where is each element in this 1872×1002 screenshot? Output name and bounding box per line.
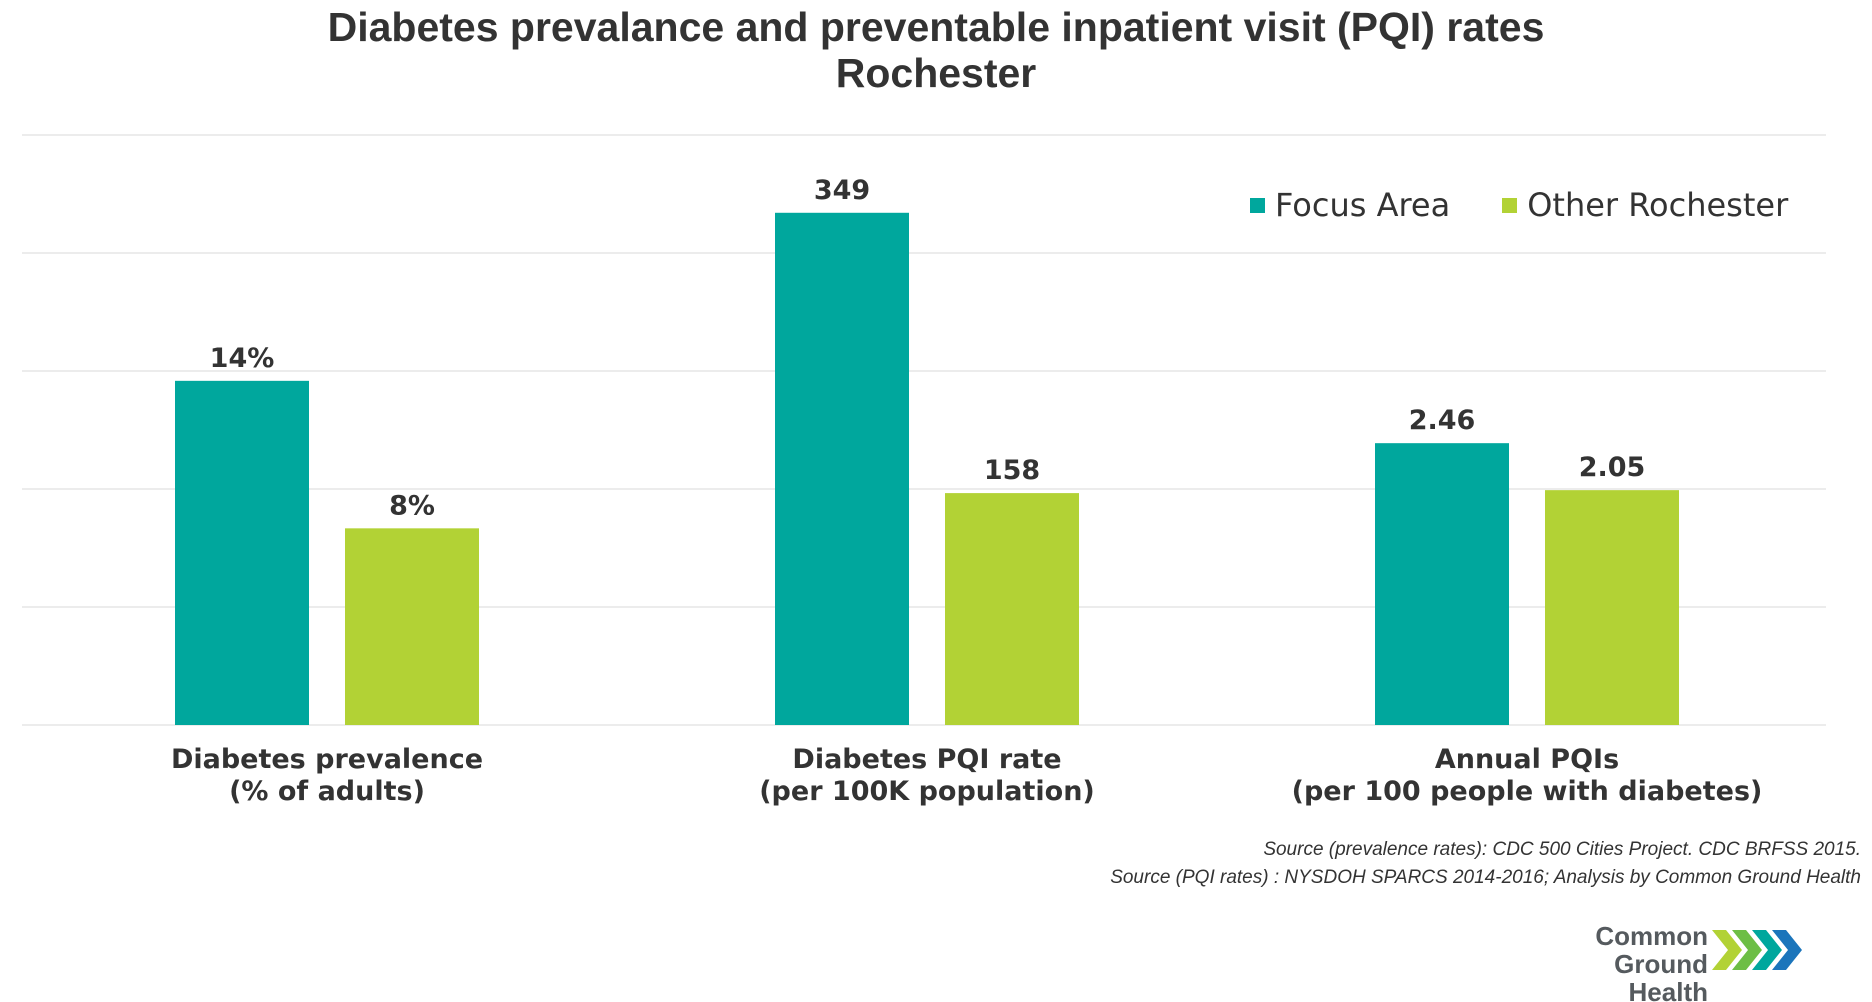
category-label-3-line-2: (per 100 people with diabetes) <box>1292 776 1763 807</box>
bar-focus-area-2 <box>775 212 909 725</box>
source-line-2: Source (PQI rates) : NYSDOH SPARCS 2014-… <box>1110 867 1861 888</box>
source-line-1: Source (prevalence rates): CDC 500 Citie… <box>1263 839 1861 860</box>
category-label-2-line-1: Diabetes PQI rate <box>792 744 1061 775</box>
bar-other-rochester-3 <box>1545 490 1679 725</box>
legend-item-focus-area: Focus Area <box>1250 186 1450 224</box>
category-label-1-line-1: Diabetes prevalence <box>171 744 483 775</box>
common-ground-health-logo: Common Ground Health <box>1512 922 1852 1002</box>
logo-text-line-2: Health <box>1628 977 1708 1002</box>
data-label-focus-area-2: 349 <box>814 175 870 206</box>
data-label-other-rochester-1: 8% <box>389 490 435 521</box>
bar-other-rochester-2 <box>945 493 1079 725</box>
legend-item-other-rochester: Other Rochester <box>1502 186 1788 224</box>
data-label-focus-area-1: 14% <box>210 343 275 374</box>
chevron-arrows-icon <box>1712 930 1802 970</box>
bar-focus-area-3 <box>1375 443 1509 725</box>
logo-text-line-1: Common Ground <box>1595 921 1708 979</box>
chart-title-line-1: Diabetes prevalance and preventable inpa… <box>327 4 1545 50</box>
legend-swatch-other-rochester <box>1502 197 1518 213</box>
chart-legend: Focus Area Other Rochester <box>1250 186 1840 224</box>
data-label-focus-area-3: 2.46 <box>1409 405 1476 436</box>
chart-title: Diabetes prevalance and preventable inpa… <box>0 4 1872 96</box>
bar-focus-area-1 <box>175 380 309 725</box>
chart-title-line-2: Rochester <box>835 50 1037 96</box>
data-label-other-rochester-3: 2.05 <box>1579 452 1646 483</box>
source-note: Source (prevalence rates): CDC 500 Citie… <box>1110 836 1861 892</box>
bar-other-rochester-1 <box>345 528 479 725</box>
category-label-3-line-1: Annual PQIs <box>1435 744 1619 775</box>
logo-text: Common Ground Health <box>1512 922 1708 1002</box>
legend-label-other-rochester: Other Rochester <box>1527 186 1789 224</box>
category-label-2-line-2: (per 100K population) <box>759 776 1095 807</box>
category-label-1-line-2: (% of adults) <box>229 776 425 807</box>
data-label-other-rochester-2: 158 <box>984 455 1040 486</box>
legend-label-focus-area: Focus Area <box>1275 186 1451 224</box>
legend-swatch-focus-area <box>1250 197 1265 213</box>
